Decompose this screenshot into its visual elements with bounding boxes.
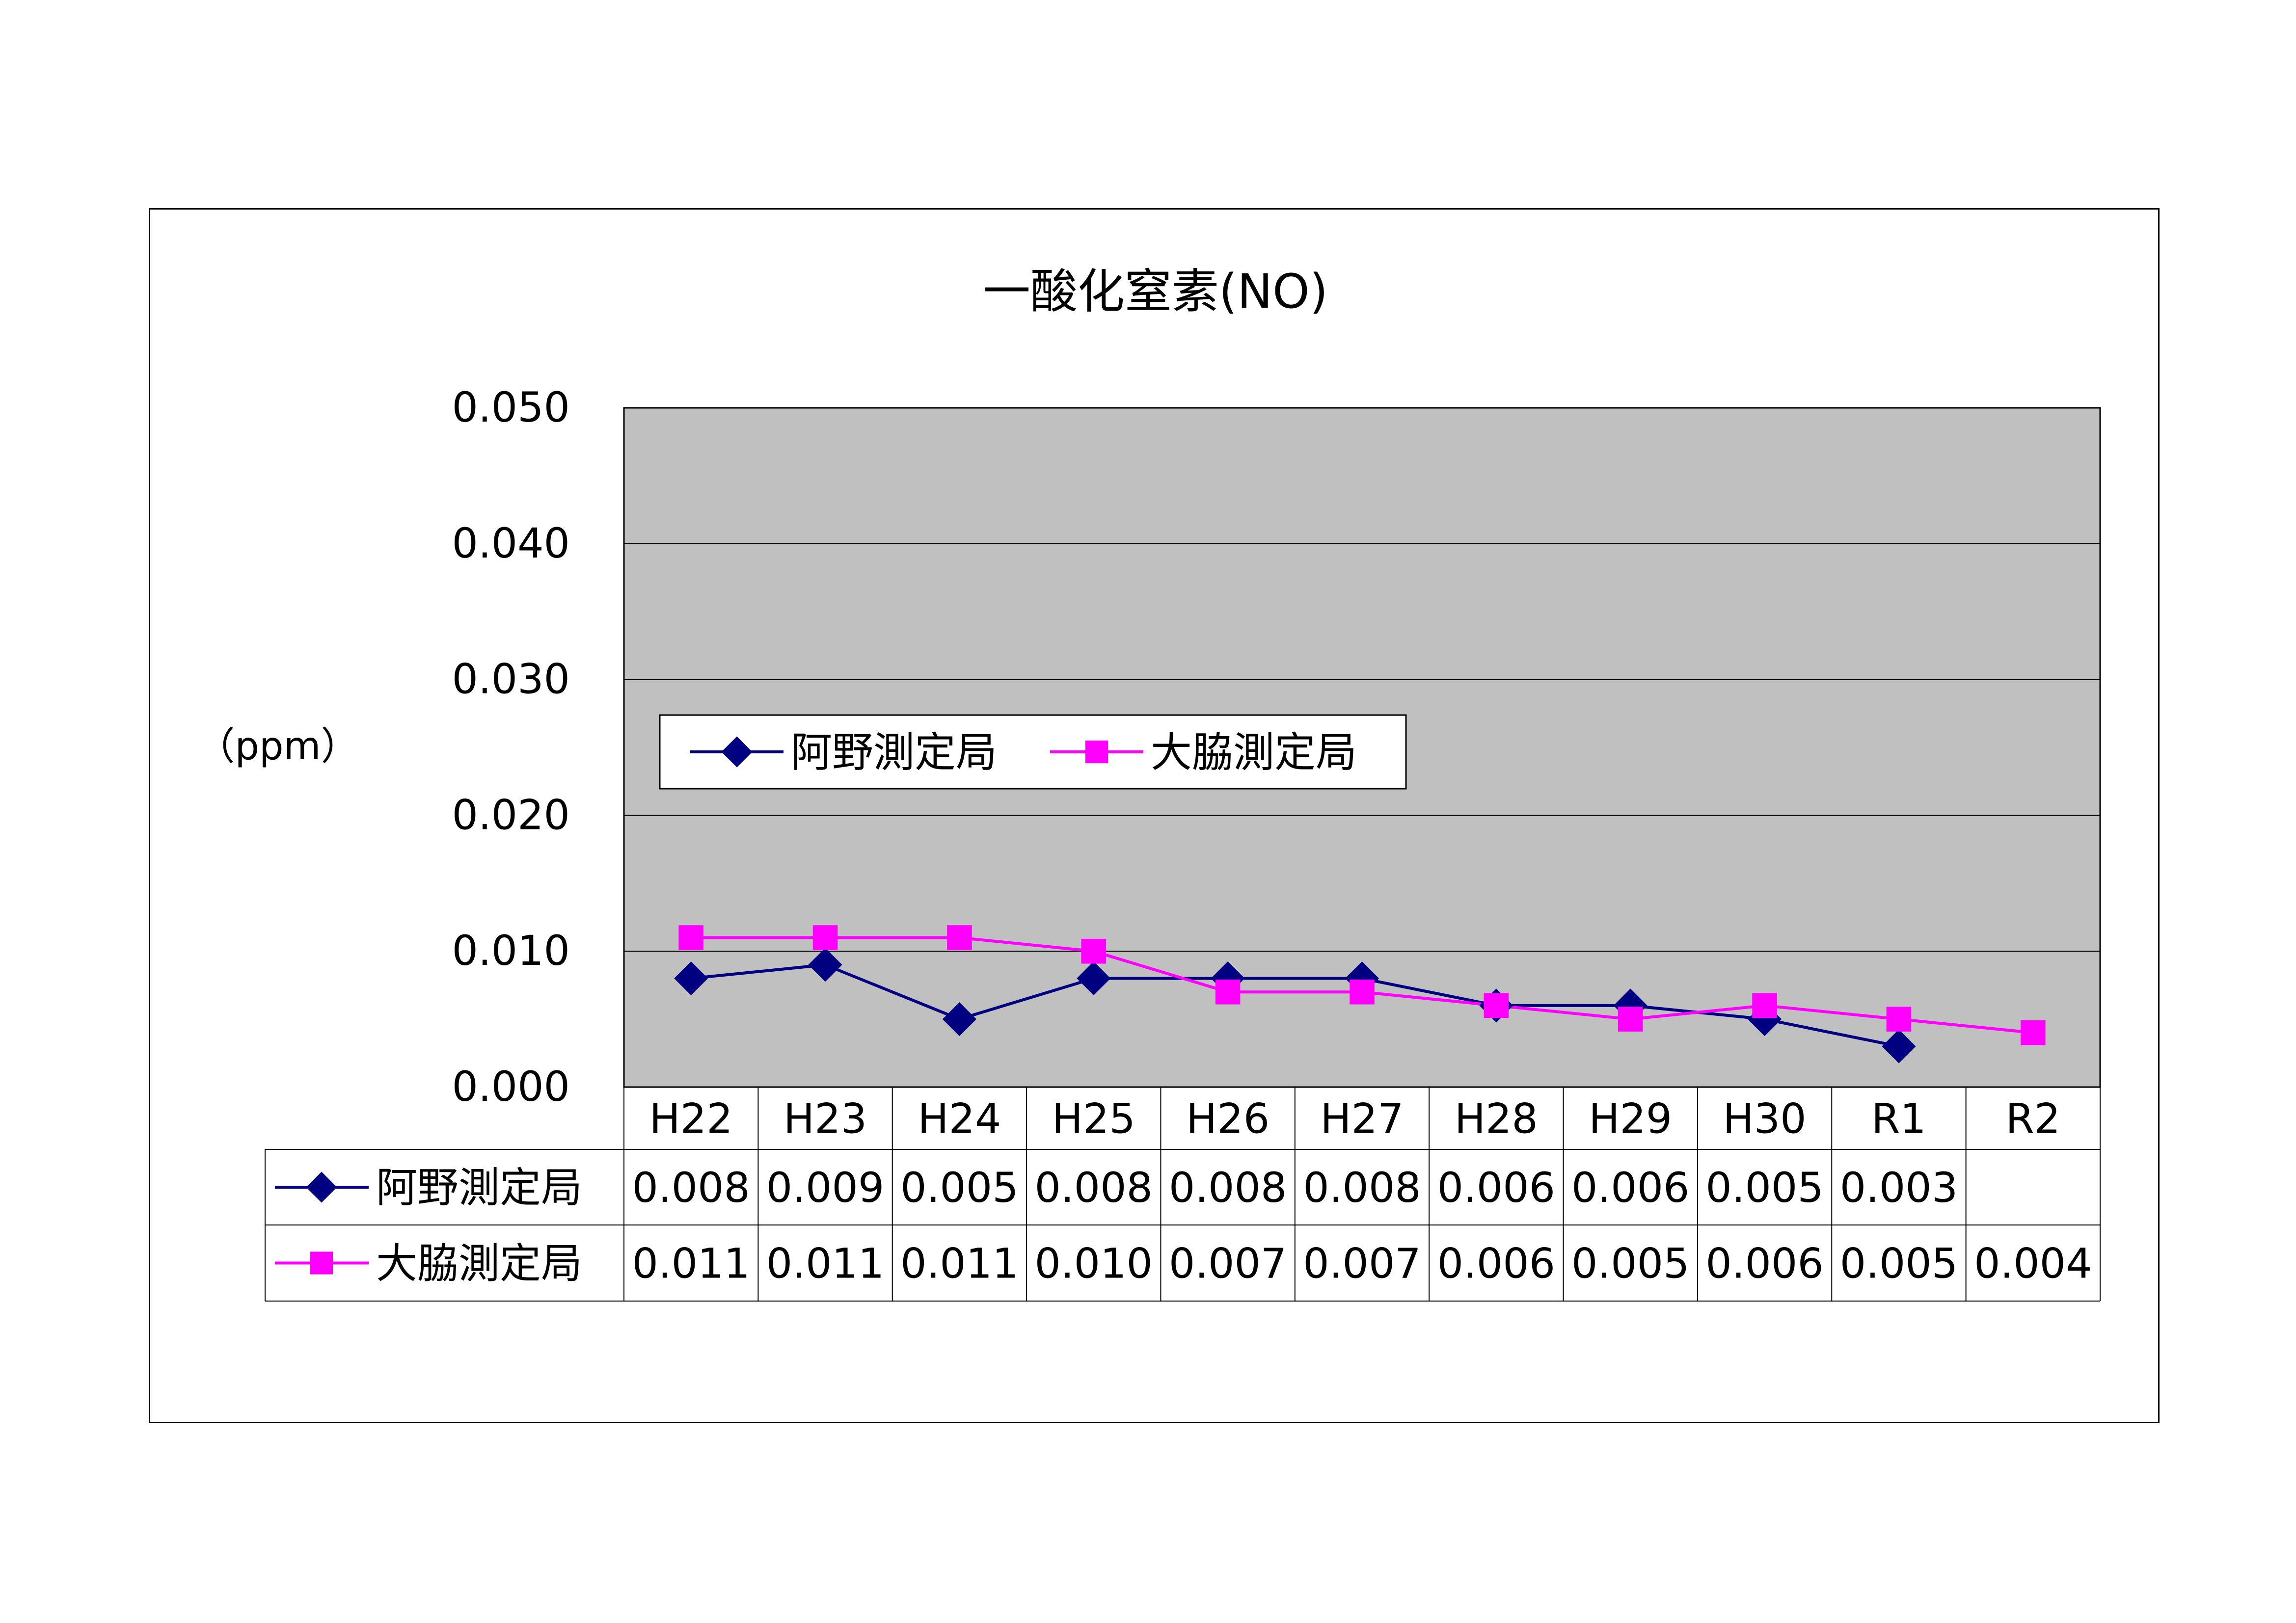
data-label: 0.011 — [900, 1240, 1018, 1288]
data-label: 0.005 — [900, 1164, 1018, 1212]
y-axis-label: （ppm） — [196, 724, 359, 769]
x-tick-label: H22 — [649, 1095, 733, 1143]
y-tick-label: 0.000 — [452, 1063, 570, 1111]
series-2-point — [1350, 979, 1375, 1005]
series-2-point — [2021, 1020, 2046, 1045]
data-label: 0.005 — [1840, 1240, 1958, 1288]
data-label: 0.011 — [766, 1240, 884, 1288]
legend-label: 阿野測定局 — [791, 728, 997, 776]
table-series-name: 阿野測定局 — [376, 1164, 582, 1212]
data-label: 0.003 — [1840, 1164, 1958, 1212]
data-label: 0.008 — [1035, 1164, 1153, 1212]
x-tick-label: H25 — [1052, 1095, 1135, 1143]
x-tick-label: H24 — [918, 1095, 1001, 1143]
data-label: 0.006 — [1437, 1164, 1555, 1212]
y-tick-label: 0.040 — [452, 519, 570, 567]
series-2-point — [678, 925, 703, 950]
series-1-point — [808, 948, 842, 982]
series-2-point — [812, 925, 838, 950]
data-label: 0.007 — [1303, 1240, 1421, 1288]
y-tick-label: 0.030 — [452, 655, 570, 703]
chart-frame: 一酸化窒素(NO) （ppm） 0.000 0.010 0.020 0.030 0.04… — [149, 208, 2160, 1423]
data-label: 0.007 — [1169, 1240, 1287, 1288]
y-tick-label: 0.050 — [452, 383, 570, 431]
x-tick-label: H29 — [1589, 1095, 1672, 1143]
legend: 阿野測定局 大脇測定局 — [659, 714, 1407, 790]
data-label: 0.006 — [1705, 1240, 1823, 1288]
table-series-name: 大脇測定局 — [376, 1240, 582, 1288]
data-label: 0.011 — [632, 1240, 750, 1288]
series-2-point — [1484, 993, 1509, 1018]
data-label: 0.008 — [1169, 1164, 1287, 1212]
data-label: 0.006 — [1571, 1164, 1689, 1212]
x-tick-label: H26 — [1186, 1095, 1270, 1143]
data-label: 0.006 — [1437, 1240, 1555, 1288]
series-1-point — [942, 1002, 976, 1037]
series-2-point — [1215, 979, 1241, 1005]
table-legend-key-marker — [310, 1251, 333, 1275]
legend-key-marker — [1085, 740, 1108, 764]
y-tick-label: 0.010 — [452, 927, 570, 975]
chart-svg: 一酸化窒素(NO) （ppm） 0.000 0.010 0.020 0.030 0.04… — [196, 264, 2101, 1302]
series-2-point — [947, 925, 972, 950]
series-1-point — [1882, 1029, 1916, 1064]
legend-box — [659, 714, 1407, 790]
data-label: 0.005 — [1571, 1240, 1689, 1288]
data-label: 0.008 — [632, 1164, 750, 1212]
series-2-point — [1752, 993, 1777, 1018]
series-1-point — [1077, 961, 1111, 996]
data-label: 0.010 — [1035, 1240, 1153, 1288]
x-tick-label: H23 — [783, 1095, 867, 1143]
x-tick-label: H30 — [1723, 1095, 1807, 1143]
legend-label: 大脇測定局 — [1151, 728, 1357, 776]
series-2-point — [1081, 938, 1107, 964]
legend-key-marker — [721, 736, 753, 768]
chart-title: 一酸化窒素(NO) — [983, 264, 1328, 319]
data-label: 0.005 — [1705, 1164, 1823, 1212]
data-label: 0.008 — [1303, 1164, 1421, 1212]
x-tick-label: H28 — [1455, 1095, 1538, 1143]
data-label: 0.009 — [766, 1164, 884, 1212]
series-2-point — [1618, 1007, 1643, 1032]
y-tick-label: 0.020 — [452, 791, 570, 839]
data-label: 0.004 — [1974, 1240, 2092, 1288]
series-1-point — [674, 961, 708, 996]
x-tick-label: R1 — [1871, 1095, 1926, 1143]
x-tick-label: H27 — [1320, 1095, 1404, 1143]
table-legend-key-marker — [306, 1171, 337, 1203]
data-table: H22 H23 H24 H25 H26 H27 H28 H29 H30 R1 R2 阿野測定局 0.00… — [265, 1087, 2101, 1302]
x-tick-label: R2 — [2005, 1095, 2060, 1143]
series-2-point — [1886, 1007, 1912, 1032]
